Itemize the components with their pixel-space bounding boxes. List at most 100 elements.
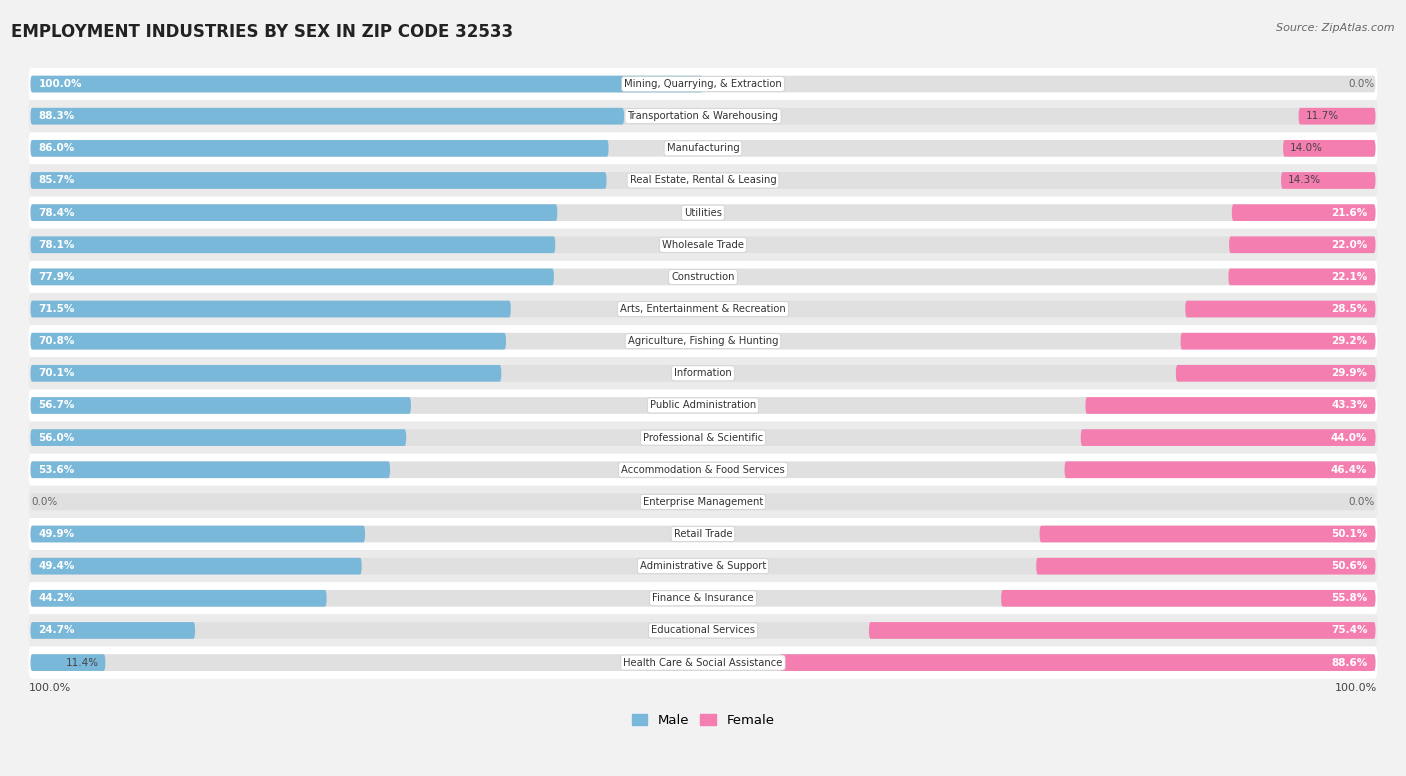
Text: 49.4%: 49.4% [38,561,75,571]
Text: Construction: Construction [671,272,735,282]
Text: Retail Trade: Retail Trade [673,529,733,539]
FancyBboxPatch shape [31,558,361,574]
FancyBboxPatch shape [1081,429,1375,446]
FancyBboxPatch shape [28,229,1378,261]
Text: 56.0%: 56.0% [38,432,75,442]
Text: 77.9%: 77.9% [38,272,75,282]
Text: 100.0%: 100.0% [1336,683,1378,693]
FancyBboxPatch shape [31,429,406,446]
FancyBboxPatch shape [31,622,195,639]
FancyBboxPatch shape [31,172,1375,189]
FancyBboxPatch shape [31,622,1375,639]
FancyBboxPatch shape [1299,108,1375,125]
Text: 21.6%: 21.6% [1331,208,1368,217]
FancyBboxPatch shape [31,204,1375,221]
FancyBboxPatch shape [28,68,1378,100]
Text: Arts, Entertainment & Recreation: Arts, Entertainment & Recreation [620,304,786,314]
FancyBboxPatch shape [31,397,1375,414]
FancyBboxPatch shape [31,429,1375,446]
FancyBboxPatch shape [31,494,1375,511]
FancyBboxPatch shape [31,365,502,382]
FancyBboxPatch shape [31,525,1375,542]
FancyBboxPatch shape [1036,558,1375,574]
Text: Educational Services: Educational Services [651,625,755,636]
Text: 0.0%: 0.0% [1348,497,1374,507]
FancyBboxPatch shape [28,293,1378,325]
FancyBboxPatch shape [1064,462,1375,478]
FancyBboxPatch shape [31,365,1375,382]
Text: 24.7%: 24.7% [38,625,75,636]
FancyBboxPatch shape [1181,333,1375,349]
Text: 55.8%: 55.8% [1331,594,1368,603]
FancyBboxPatch shape [1175,365,1375,382]
Text: Enterprise Management: Enterprise Management [643,497,763,507]
Text: Transportation & Warehousing: Transportation & Warehousing [627,111,779,121]
FancyBboxPatch shape [31,237,1375,253]
Text: 14.3%: 14.3% [1288,175,1320,185]
FancyBboxPatch shape [1232,204,1375,221]
FancyBboxPatch shape [28,325,1378,357]
FancyBboxPatch shape [31,268,554,286]
FancyBboxPatch shape [31,204,557,221]
Text: 85.7%: 85.7% [38,175,75,185]
FancyBboxPatch shape [31,462,389,478]
Text: 22.1%: 22.1% [1331,272,1368,282]
FancyBboxPatch shape [31,558,1375,574]
Text: Real Estate, Rental & Leasing: Real Estate, Rental & Leasing [630,175,776,185]
FancyBboxPatch shape [1229,268,1375,286]
FancyBboxPatch shape [1185,300,1375,317]
Text: Health Care & Social Assistance: Health Care & Social Assistance [623,657,783,667]
FancyBboxPatch shape [780,654,1375,671]
Legend: Male, Female: Male, Female [626,708,780,733]
Text: 0.0%: 0.0% [1348,79,1374,89]
FancyBboxPatch shape [28,615,1378,646]
Text: Information: Information [673,369,733,379]
Text: 29.9%: 29.9% [1331,369,1368,379]
FancyBboxPatch shape [31,397,411,414]
FancyBboxPatch shape [1229,237,1375,253]
Text: 14.0%: 14.0% [1289,144,1323,154]
Text: Professional & Scientific: Professional & Scientific [643,432,763,442]
FancyBboxPatch shape [28,486,1378,518]
Text: 86.0%: 86.0% [38,144,75,154]
Text: Mining, Quarrying, & Extraction: Mining, Quarrying, & Extraction [624,79,782,89]
Text: Accommodation & Food Services: Accommodation & Food Services [621,465,785,475]
Text: 44.2%: 44.2% [38,594,75,603]
FancyBboxPatch shape [31,654,105,671]
FancyBboxPatch shape [31,268,1375,286]
FancyBboxPatch shape [31,590,326,607]
FancyBboxPatch shape [1284,140,1375,157]
FancyBboxPatch shape [31,462,1375,478]
Text: 78.4%: 78.4% [38,208,75,217]
FancyBboxPatch shape [28,421,1378,454]
FancyBboxPatch shape [31,140,1375,157]
Text: 53.6%: 53.6% [38,465,75,475]
Text: 46.4%: 46.4% [1331,465,1368,475]
FancyBboxPatch shape [31,140,609,157]
Text: Manufacturing: Manufacturing [666,144,740,154]
Text: 49.9%: 49.9% [38,529,75,539]
FancyBboxPatch shape [31,237,555,253]
Text: Agriculture, Fishing & Hunting: Agriculture, Fishing & Hunting [627,336,779,346]
FancyBboxPatch shape [31,654,1375,671]
FancyBboxPatch shape [31,108,1375,125]
Text: 78.1%: 78.1% [38,240,75,250]
FancyBboxPatch shape [28,550,1378,582]
FancyBboxPatch shape [31,333,1375,349]
FancyBboxPatch shape [31,76,703,92]
FancyBboxPatch shape [28,357,1378,390]
FancyBboxPatch shape [28,261,1378,293]
Text: Finance & Insurance: Finance & Insurance [652,594,754,603]
Text: 70.1%: 70.1% [38,369,75,379]
FancyBboxPatch shape [31,300,1375,317]
Text: 28.5%: 28.5% [1331,304,1368,314]
FancyBboxPatch shape [31,108,624,125]
Text: 100.0%: 100.0% [28,683,70,693]
Text: Administrative & Support: Administrative & Support [640,561,766,571]
Text: 0.0%: 0.0% [32,497,58,507]
Text: Wholesale Trade: Wholesale Trade [662,240,744,250]
FancyBboxPatch shape [869,622,1375,639]
FancyBboxPatch shape [28,196,1378,229]
Text: 88.3%: 88.3% [38,111,75,121]
Text: 50.1%: 50.1% [1331,529,1368,539]
